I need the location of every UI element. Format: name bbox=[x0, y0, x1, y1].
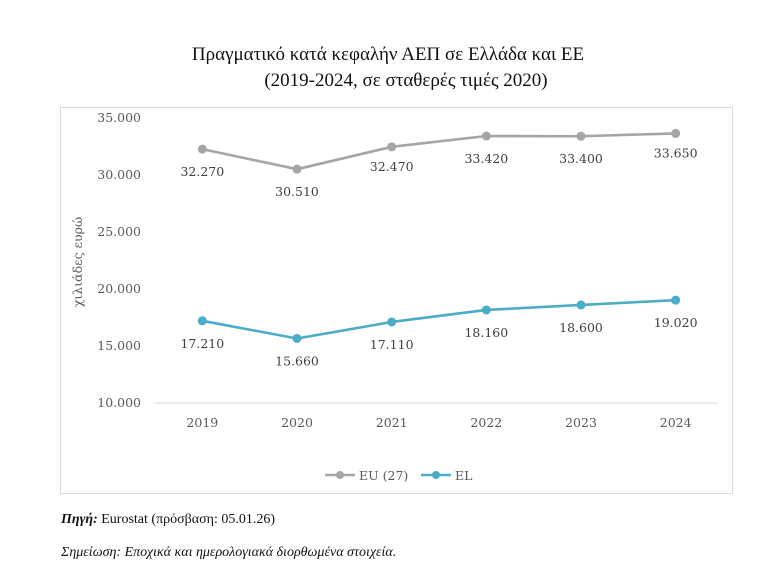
data-label: 33.400 bbox=[559, 151, 603, 166]
x-tick-label: 2022 bbox=[470, 415, 502, 430]
data-point bbox=[671, 128, 681, 138]
data-point bbox=[671, 295, 681, 305]
x-tick-label: 2020 bbox=[281, 415, 313, 430]
data-label: 19.020 bbox=[654, 315, 698, 330]
data-point bbox=[576, 131, 586, 141]
data-label: 33.650 bbox=[654, 145, 698, 160]
series-line-eu27 bbox=[202, 132, 676, 171]
x-tick-label: 2019 bbox=[186, 415, 218, 430]
data-point bbox=[481, 131, 491, 141]
data-label: 17.210 bbox=[180, 336, 224, 351]
y-tick-label: 15.000 bbox=[97, 338, 141, 353]
data-point bbox=[387, 142, 397, 152]
x-tick-label: 2023 bbox=[565, 415, 597, 430]
data-label: 32.270 bbox=[180, 164, 224, 179]
y-axis-label: χιλιάδες ευρώ bbox=[70, 217, 85, 307]
data-point bbox=[576, 300, 586, 310]
data-point bbox=[387, 317, 397, 327]
x-tick-label: 2024 bbox=[660, 415, 692, 430]
legend-label: EL bbox=[455, 468, 472, 483]
footnote: Σημείωση: Εποχικά και ημερολογιακά διορθ… bbox=[61, 545, 397, 560]
y-tick-label: 35.000 bbox=[97, 110, 141, 125]
data-label: 17.110 bbox=[370, 337, 414, 352]
y-tick-label: 10.000 bbox=[97, 395, 141, 410]
data-point bbox=[197, 316, 207, 326]
data-label: 15.660 bbox=[275, 353, 319, 368]
series-line-el bbox=[202, 298, 676, 340]
data-label: 30.510 bbox=[275, 184, 319, 199]
data-label: 33.420 bbox=[464, 151, 508, 166]
line-chart: 10.000 15.000 20.000 25.000 30.000 35.000 2019… bbox=[70, 110, 718, 483]
x-tick-label: 2021 bbox=[376, 415, 408, 430]
data-label: 32.470 bbox=[370, 159, 414, 174]
y-tick-label: 20.000 bbox=[97, 281, 141, 296]
data-point bbox=[292, 164, 302, 174]
data-label: 18.160 bbox=[464, 325, 508, 340]
legend-label: EU (27) bbox=[359, 468, 408, 483]
data-point bbox=[292, 333, 302, 343]
y-tick-label: 25.000 bbox=[97, 224, 141, 239]
data-point bbox=[481, 305, 491, 315]
chart-subtitle: (2019-2024, σε σταθερές τιμές 2020) bbox=[264, 70, 548, 91]
source-note: Πηγή: Eurostat (πρόσβαση: 05.01.26) bbox=[61, 512, 275, 528]
chart-frame bbox=[60, 107, 733, 494]
source-text: Eurostat (πρόσβαση: 05.01.26) bbox=[97, 512, 276, 527]
source-label: Πηγή: bbox=[61, 512, 98, 527]
legend-marker bbox=[432, 471, 440, 479]
data-point bbox=[197, 144, 207, 154]
y-tick-label: 30.000 bbox=[97, 167, 141, 182]
legend-marker bbox=[336, 471, 344, 479]
chart-title: Πραγματικό κατά κεφαλήν ΑΕΠ σε Ελλάδα κα… bbox=[191, 44, 585, 65]
data-label: 18.600 bbox=[559, 320, 603, 335]
